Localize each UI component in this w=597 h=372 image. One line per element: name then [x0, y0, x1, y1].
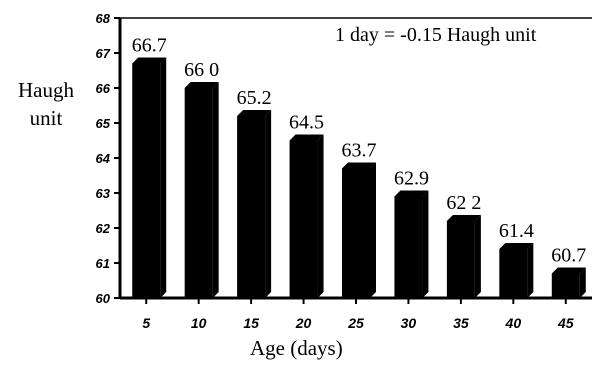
bar: [499, 249, 528, 298]
x-tick-label: 25: [347, 315, 364, 331]
bar-top: [289, 134, 324, 141]
chart-annotation: 1 day = -0.15 Haugh unit: [335, 24, 537, 46]
x-tick-label: 45: [557, 315, 574, 331]
bar: [184, 88, 213, 298]
bar-top: [342, 162, 376, 169]
y-tick-label: 65: [96, 116, 111, 131]
bar-side: [579, 267, 586, 298]
bar-side: [212, 82, 219, 298]
bar-side: [370, 162, 376, 298]
bar: [132, 63, 161, 298]
y-axis-label: Haugh unit: [6, 76, 86, 132]
y-tick-label: 63: [96, 186, 111, 201]
bar-side: [474, 215, 481, 298]
bar-value-label: 62 2: [446, 192, 481, 214]
y-tick-label: 68: [96, 11, 111, 26]
bar: [446, 221, 475, 298]
bar-value-label: 60.7: [551, 245, 586, 267]
y-tick-label: 60: [96, 291, 111, 306]
bar-value-label: 64.5: [289, 112, 324, 134]
x-tick-label: 10: [191, 315, 207, 331]
bar-side: [422, 190, 429, 298]
y-axis-label-text: Haugh unit: [18, 78, 74, 130]
x-tick-label: 15: [243, 315, 259, 331]
bar: [394, 196, 423, 298]
bar-top: [394, 190, 429, 197]
bar-value-label: 61.4: [499, 220, 534, 242]
bar: [551, 273, 580, 298]
x-tick-label: 40: [505, 315, 522, 331]
bar-top: [132, 57, 167, 64]
bar-value-label: 65.2: [237, 87, 272, 109]
y-tick-label: 62: [96, 221, 111, 236]
bar: [237, 116, 266, 298]
bar: [342, 168, 370, 298]
bar-top: [237, 110, 272, 116]
bar-side: [160, 57, 167, 298]
bar-top: [184, 82, 219, 88]
x-tick-label: 20: [295, 315, 312, 331]
bar-side: [527, 243, 534, 298]
bar-side: [265, 110, 272, 298]
x-tick-label: 5: [142, 315, 150, 331]
y-tick-label: 66: [96, 81, 111, 96]
bar-value-label: 66 0: [184, 59, 219, 81]
x-tick-label: 35: [453, 315, 469, 331]
bar-value-label: 62.9: [394, 168, 429, 190]
bar-value-label: 66.7: [132, 35, 167, 57]
y-tick-label: 64: [96, 151, 111, 166]
y-tick-label: 67: [96, 46, 111, 61]
bar-top: [551, 267, 586, 274]
bar-value-label: 63.7: [342, 140, 377, 162]
y-tick-label: 61: [96, 256, 110, 271]
bar-top: [499, 243, 534, 249]
bar: [289, 140, 318, 298]
x-tick-label: 30: [401, 315, 417, 331]
x-axis-label: Age (days): [250, 336, 343, 360]
bar-side: [317, 134, 324, 298]
bar-top: [446, 215, 481, 221]
